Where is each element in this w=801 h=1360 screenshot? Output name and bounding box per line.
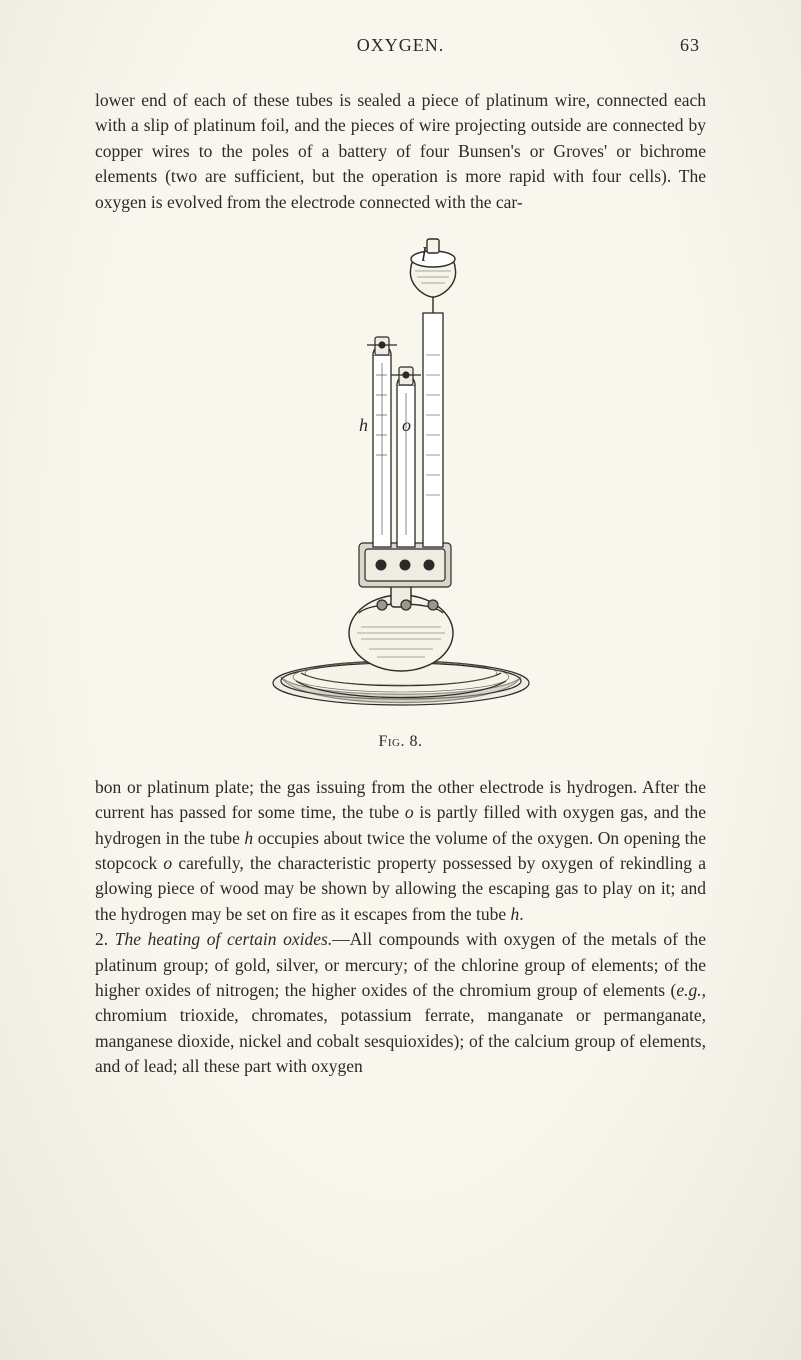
body-text-bottom: bon or platinum plate; the gas issuing f…: [95, 775, 706, 1080]
paragraph-3-eg: e.g.: [676, 980, 701, 1000]
var-o-2: o: [163, 853, 172, 873]
figure-caption: Fig. 8.: [95, 733, 706, 751]
paragraph-2e: .: [519, 904, 523, 924]
running-head-spacer: [101, 35, 141, 56]
figure-block: l h o: [95, 235, 706, 715]
paragraph-2d: carefully, the characteristic property p…: [95, 853, 706, 924]
page: OXYGEN. 63 lower end of each of these tu…: [0, 0, 801, 1360]
var-h-1: h: [244, 828, 253, 848]
paragraph-3-title: The heating of certain oxides.: [115, 929, 333, 949]
figure-label-l: l: [421, 244, 427, 266]
body-text-top: lower end of each of these tubes is seal…: [95, 88, 706, 215]
figure-label-h: h: [359, 415, 368, 435]
page-content: OXYGEN. 63 lower end of each of these tu…: [95, 35, 706, 1079]
paragraph-3: 2. The heating of certain oxides.—All co…: [95, 927, 706, 1079]
page-number: 63: [660, 35, 700, 56]
paragraph-3a: 2.: [95, 929, 115, 949]
var-o-1: o: [405, 802, 414, 822]
paragraph-2: bon or platinum plate; the gas issuing f…: [95, 775, 706, 927]
var-h-2: h: [511, 904, 520, 924]
paragraph-1: lower end of each of these tubes is seal…: [95, 88, 706, 215]
figure-label-o: o: [402, 415, 411, 435]
running-head-title: OXYGEN.: [141, 35, 660, 56]
apparatus-figure: l h o: [241, 235, 561, 715]
running-head: OXYGEN. 63: [95, 35, 706, 56]
